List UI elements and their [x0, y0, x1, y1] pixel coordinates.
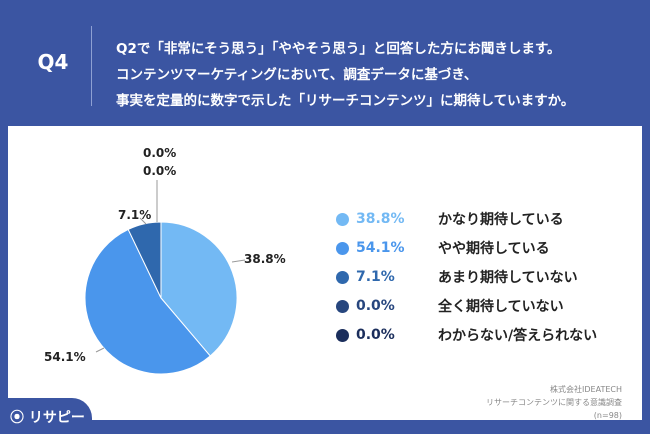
legend-label: わからない/答えられない — [438, 328, 598, 344]
divider — [91, 26, 92, 106]
legend-swatch — [336, 241, 349, 255]
source-survey: リサーチコンテンツに関する意識調査 — [486, 398, 622, 407]
legend-value: 0.0% — [356, 298, 395, 314]
leader-line — [231, 259, 246, 263]
leader-line — [95, 347, 105, 353]
pie-slice — [127, 221, 162, 299]
legend-label: あまり期待していない — [438, 270, 578, 286]
legend-value: 38.8% — [356, 211, 405, 227]
leader-line — [139, 217, 147, 225]
question-line: コンテンツマーケティングにおいて、調査データに基づき、 — [116, 67, 478, 83]
sample-size: (n=98) — [593, 411, 622, 420]
slice-label: 7.1% — [118, 208, 152, 222]
question-text: Q2で「非常にそう思う」「ややそう思う」と回答した方にお聞きします。 コンテンツ… — [116, 36, 574, 114]
legend-swatch — [336, 270, 349, 284]
question-id: Q4 — [37, 50, 69, 74]
legend-swatch — [336, 328, 349, 342]
legend-label: やや期待している — [438, 241, 550, 257]
legend-value: 54.1% — [356, 240, 405, 256]
legend-swatch — [336, 212, 349, 226]
legend-value: 0.0% — [356, 327, 395, 343]
legend-swatch — [336, 299, 349, 313]
legend-item: 54.1% やや期待している — [336, 238, 550, 258]
legend-label: かなり期待している — [438, 212, 564, 228]
logo-text: リサピー — [28, 410, 85, 426]
slice-label: 38.8% — [244, 252, 286, 266]
legend-item: 7.1% あまり期待していない — [336, 267, 578, 287]
legend-item: 0.0% 全く期待していない — [336, 296, 564, 316]
slice-label: 0.0% — [143, 146, 177, 160]
question-line: Q2で「非常にそう思う」「ややそう思う」と回答した方にお聞きします。 — [116, 41, 561, 57]
legend-value: 7.1% — [356, 269, 395, 285]
legend-item: 0.0% わからない/答えられない — [336, 325, 597, 345]
slice-label: 0.0% — [143, 164, 177, 178]
source-company: 株式会社IDEATECH — [550, 385, 622, 394]
slice-label: 54.1% — [44, 350, 86, 364]
logo: ⦿ リサピー — [0, 398, 92, 434]
pie-slice — [84, 228, 211, 375]
legend-item: 38.8% かなり期待している — [336, 209, 564, 229]
source-note: 株式会社IDEATECH リサーチコンテンツに関する意識調査 (n=98) — [486, 383, 622, 422]
question-line: 事実を定量的に数字で示した「リサーチコンテンツ」に期待していますか。 — [116, 93, 575, 109]
legend-label: 全く期待していない — [438, 299, 564, 315]
pie-slice — [160, 221, 238, 357]
